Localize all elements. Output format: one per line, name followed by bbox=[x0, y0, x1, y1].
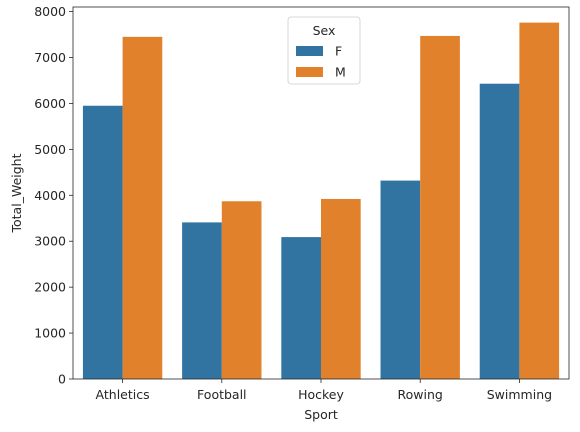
y-tick-label: 8000 bbox=[34, 4, 66, 19]
bar-F-athletics bbox=[82, 105, 123, 380]
y-tick-label: 1000 bbox=[34, 326, 66, 341]
x-tick-label-hockey: Hockey bbox=[298, 387, 344, 402]
legend-items: FM bbox=[296, 44, 346, 80]
plot-frame bbox=[72, 6, 570, 380]
y-tick-label: 2000 bbox=[34, 280, 66, 295]
x-axis-ticks: Athletics Football Hockey Rowing Swimming bbox=[96, 379, 552, 402]
bar-M-hockey bbox=[321, 198, 361, 379]
legend-label-F: F bbox=[335, 44, 342, 59]
legend-swatch-F bbox=[296, 46, 323, 56]
bar-M-football bbox=[221, 201, 262, 379]
x-tick-label-swimming: Swimming bbox=[487, 387, 552, 402]
y-tick-label: 0 bbox=[58, 372, 66, 387]
bars-group bbox=[82, 22, 560, 380]
y-tick-label: 7000 bbox=[34, 50, 66, 65]
bar-M-athletics bbox=[122, 36, 163, 379]
bar-F-swimming bbox=[479, 83, 520, 379]
y-tick-label: 3000 bbox=[34, 234, 66, 249]
bar-M-rowing bbox=[420, 35, 460, 380]
y-axis-ticks: 0 1000 2000 3000 4000 5000 6000 7000 8000 bbox=[34, 4, 73, 387]
bar-F-rowing bbox=[380, 180, 421, 379]
legend-label-M: M bbox=[335, 65, 346, 80]
legend: Sex FM bbox=[287, 16, 361, 85]
x-tick-label-rowing: Rowing bbox=[398, 387, 443, 402]
legend-swatch-M bbox=[296, 67, 323, 77]
y-tick-label: 4000 bbox=[34, 188, 66, 203]
y-axis-label: Total_Weight bbox=[9, 153, 24, 233]
y-tick-label: 6000 bbox=[34, 96, 66, 111]
bar-M-swimming bbox=[519, 22, 560, 380]
x-tick-label-football: Football bbox=[197, 387, 246, 402]
x-axis-label: Sport bbox=[304, 407, 338, 422]
bar-F-football bbox=[182, 222, 222, 379]
legend-title: Sex bbox=[313, 23, 336, 38]
x-tick-label-athletics: Athletics bbox=[96, 387, 150, 402]
y-tick-label: 5000 bbox=[34, 142, 66, 157]
bar-F-hockey bbox=[281, 237, 321, 379]
